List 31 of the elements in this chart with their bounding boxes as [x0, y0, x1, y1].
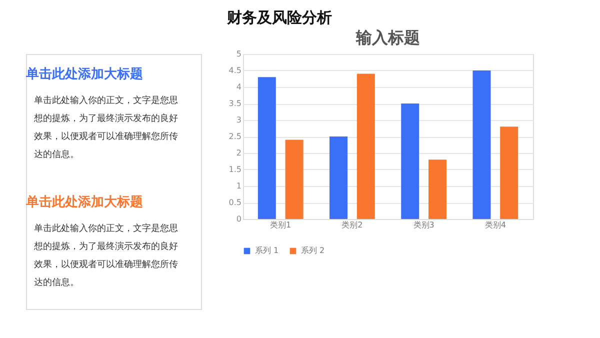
legend-label: 系列 2 [301, 246, 325, 255]
text: 单击此处添加大标题 [25, 194, 143, 210]
y-tick-label: 3.5 [228, 99, 242, 108]
legend-label: 系列 1 [255, 246, 279, 255]
text: 单击此处输入你的正文，文字是您思想的提炼，为了最终演示发布的良好效果，以便观者可以准确理解您所传达的信息。 [33, 223, 178, 288]
text: 财务及风险分析 [226, 8, 332, 26]
bar [500, 126, 518, 219]
bar [356, 74, 375, 219]
y-tick-label: 2.5 [228, 132, 242, 141]
y-tick-label: 5 [236, 50, 242, 58]
bar [401, 104, 420, 219]
text: 单击此处输入你的正文，文字是您思想的提炼，为了最终演示发布的良好效果，以便观者可以准确理解您所传达的信息。 [33, 95, 178, 160]
text: 单击此处添加大标题 [25, 66, 143, 82]
bar [472, 70, 491, 219]
y-tick-label: 1.5 [228, 165, 242, 174]
y-tick-label: 0.5 [228, 198, 242, 207]
x-tick-label: 类别3 [413, 220, 434, 230]
x-tick-label: 类别1 [270, 220, 292, 230]
bar [285, 140, 304, 219]
chart-title: 输入标题 [355, 28, 420, 47]
y-tick-label: 3 [236, 116, 242, 124]
y-tick-label: 2 [236, 148, 242, 158]
x-tick-label: 类别2 [342, 220, 363, 230]
x-tick-label: 类别4 [484, 220, 506, 230]
bar [428, 160, 446, 219]
y-tick-label: 4 [236, 82, 242, 92]
y-tick-label: 4.5 [228, 66, 242, 75]
bar [330, 136, 348, 219]
bar [258, 77, 276, 219]
y-tick-label: 1 [236, 182, 242, 190]
y-tick-label: 0 [236, 214, 242, 224]
